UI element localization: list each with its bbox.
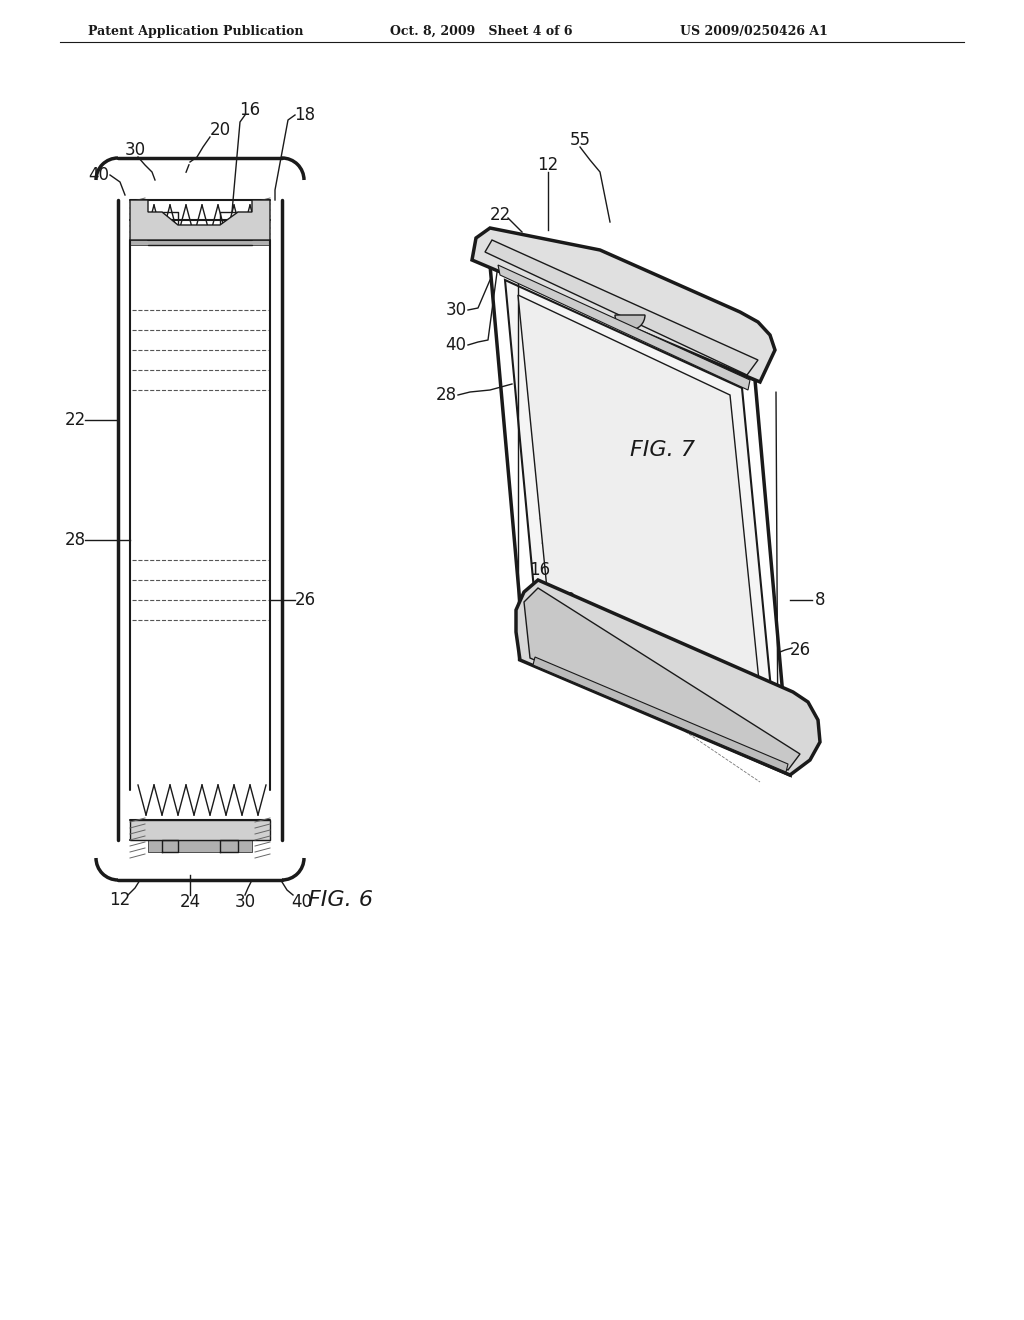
Text: Patent Application Publication: Patent Application Publication: [88, 25, 303, 38]
Text: 28: 28: [65, 531, 86, 549]
Text: 30: 30: [125, 141, 145, 158]
Text: 26: 26: [790, 642, 811, 659]
Polygon shape: [148, 840, 252, 851]
Text: 22: 22: [489, 206, 511, 224]
Text: 18: 18: [554, 591, 575, 609]
Polygon shape: [485, 240, 758, 375]
Text: 18: 18: [295, 106, 315, 124]
Text: 16: 16: [529, 561, 551, 579]
Text: 40: 40: [445, 337, 467, 354]
Text: 30: 30: [445, 301, 467, 319]
Text: 24: 24: [179, 894, 201, 911]
Polygon shape: [534, 657, 788, 772]
Polygon shape: [516, 579, 820, 775]
Polygon shape: [505, 280, 778, 762]
Polygon shape: [130, 240, 270, 246]
Text: 40: 40: [292, 894, 312, 911]
Polygon shape: [498, 265, 750, 389]
Polygon shape: [130, 820, 270, 840]
Text: 16: 16: [240, 102, 260, 119]
Text: Oct. 8, 2009   Sheet 4 of 6: Oct. 8, 2009 Sheet 4 of 6: [390, 25, 572, 38]
Polygon shape: [472, 228, 775, 381]
Text: US 2009/0250426 A1: US 2009/0250426 A1: [680, 25, 827, 38]
Text: 8: 8: [815, 591, 825, 609]
Text: 22: 22: [65, 411, 86, 429]
Polygon shape: [524, 587, 800, 770]
Text: 28: 28: [435, 385, 457, 404]
Text: 30: 30: [234, 894, 256, 911]
Text: 12: 12: [110, 891, 131, 909]
Wedge shape: [615, 315, 645, 330]
Text: 20: 20: [210, 121, 230, 139]
Text: 40: 40: [88, 166, 110, 183]
Text: FIG. 7: FIG. 7: [630, 440, 695, 459]
Polygon shape: [130, 201, 270, 240]
Polygon shape: [490, 265, 790, 775]
Text: FIG. 6: FIG. 6: [308, 890, 373, 909]
Text: 55: 55: [569, 131, 591, 149]
Text: 26: 26: [295, 591, 315, 609]
Polygon shape: [518, 294, 766, 750]
Text: 12: 12: [538, 156, 559, 174]
